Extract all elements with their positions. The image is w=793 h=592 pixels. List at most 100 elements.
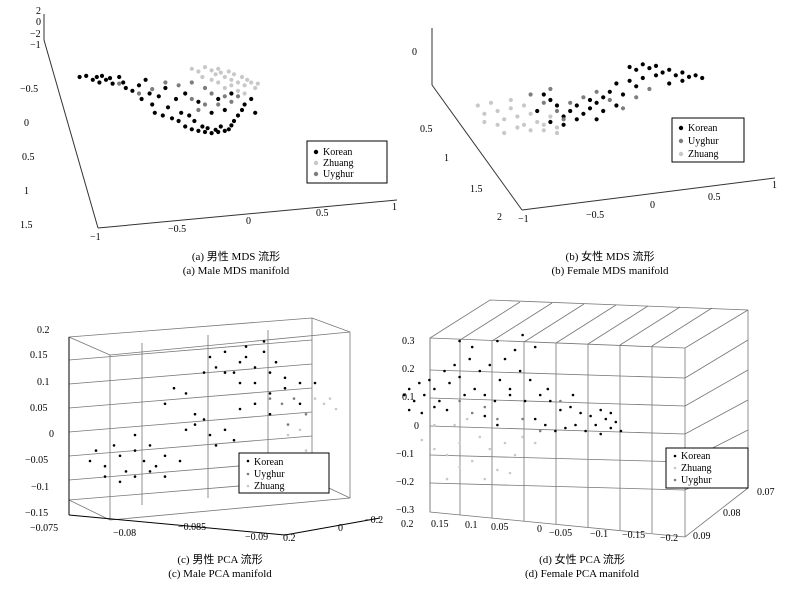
tick-label: 0.07 — [757, 487, 775, 498]
scatter-point-korean — [84, 73, 89, 78]
scatter-point-korean — [508, 393, 512, 397]
scatter-point-korean — [216, 129, 221, 135]
caption-cn: (b) 女性 MDS 流形 — [565, 251, 655, 263]
scatter-point-korean — [148, 470, 152, 473]
scatter-point-uyghur — [620, 106, 626, 111]
scatter-point-korean — [548, 119, 553, 125]
legend-label: Uyghur — [681, 475, 712, 486]
tick-label: 1 — [392, 202, 397, 213]
scatter-point-uyghur — [496, 417, 499, 421]
scatter-point-korean — [443, 369, 446, 373]
scatter-point-korean — [202, 418, 206, 421]
scatter-point-korean — [614, 81, 619, 86]
caption-a: (a) 男性 MDS 流形 (a) Male MDS manifold — [86, 250, 386, 278]
scatter-point-korean — [528, 378, 532, 382]
scatter-point-korean — [231, 118, 237, 124]
scatter-point-korean — [609, 411, 613, 415]
scatter-point-korean — [412, 399, 416, 403]
scatter-point-korean — [533, 417, 537, 421]
legend-marker-korean — [673, 454, 677, 458]
scatter-point-korean — [202, 371, 206, 374]
scatter-point-korean — [423, 393, 426, 397]
caption-en: (c) Male PCA manifold — [168, 568, 272, 580]
scatter-point-uyghur — [150, 87, 155, 92]
scatter-point-korean — [183, 91, 188, 96]
scatter-point-zhuang — [453, 423, 456, 427]
tick-label: 1 — [772, 180, 777, 191]
scatter-point-korean — [238, 360, 242, 364]
scatter-point-korean — [647, 66, 652, 71]
scatter-point-zhuang — [554, 125, 560, 130]
scatter-point-korean — [420, 411, 424, 415]
scatter-point-korean — [569, 405, 572, 409]
scatter-point-korean — [478, 369, 482, 373]
scatter-point-zhuang — [433, 447, 436, 451]
legend-marker-zhuang — [313, 160, 319, 166]
tick-label: −0.085 — [178, 522, 206, 533]
scatter-point-korean — [574, 423, 577, 427]
tick-label: −0.3 — [396, 505, 414, 516]
tick-label: −0.2 — [396, 477, 414, 488]
scatter-point-korean — [147, 91, 152, 96]
scatter-point-zhuang — [541, 128, 546, 133]
legend-marker-uyghur — [678, 138, 684, 144]
tick-label: 0 — [24, 118, 29, 129]
scatter-point-korean — [112, 444, 116, 447]
scatter-point-korean — [192, 118, 197, 124]
scatter-point-korean — [94, 74, 99, 80]
scatter-point-korean — [156, 94, 161, 99]
scatter-point-korean — [298, 402, 302, 406]
scatter-point-korean — [262, 340, 266, 343]
scatter-point-korean — [544, 423, 547, 427]
scatter-point-korean — [640, 62, 645, 67]
legend-marker-korean — [313, 149, 319, 155]
scatter-point-korean — [680, 78, 685, 83]
scatter-point-korean — [581, 111, 586, 116]
scatter-point-korean — [508, 387, 512, 391]
scatter-point-korean — [589, 414, 592, 418]
scatter-point-korean — [118, 454, 122, 458]
tick-label: 0 — [537, 524, 542, 535]
caption-b: (b) 女性 MDS 流形 (b) Female MDS manifold — [460, 250, 760, 278]
legend-label: Uyghur — [323, 169, 354, 180]
scatter-point-korean — [546, 387, 550, 391]
scatter-point-korean — [183, 124, 188, 129]
scatter-point-korean — [468, 357, 472, 361]
scatter-point-zhuang — [218, 70, 223, 75]
legend-label: Korean — [688, 123, 717, 134]
scatter-point-korean — [136, 83, 142, 88]
scatter-point-korean — [103, 464, 107, 468]
scatter-point-korean — [634, 67, 639, 72]
scatter-point-uyghur — [559, 399, 562, 403]
scatter-point-korean — [548, 97, 553, 103]
scatter-point-korean — [445, 408, 449, 412]
scatter-point-uyghur — [202, 85, 208, 91]
scatter-point-korean — [594, 117, 599, 122]
legend-label: Korean — [681, 451, 710, 462]
scatter-point-uyghur — [189, 96, 194, 102]
scatter-point-zhuang — [328, 397, 332, 400]
scatter-point-uyghur — [222, 94, 227, 99]
scatter-point-korean — [208, 433, 212, 437]
tick-label: −0.5 — [586, 210, 604, 221]
scatter-point-zhuang — [535, 119, 540, 125]
scatter-point-korean — [163, 85, 168, 91]
scatter-point-korean — [179, 110, 184, 115]
scatter-point-uyghur — [202, 102, 208, 107]
scatter-point-korean — [244, 355, 248, 359]
scatter-point-korean — [200, 124, 205, 129]
scatter-point-korean — [110, 81, 115, 86]
scatter-point-zhuang — [528, 128, 533, 133]
scatter-point-uyghur — [521, 417, 524, 421]
scatter-point-korean — [253, 381, 257, 385]
legend-label: Uyghur — [688, 136, 719, 147]
scatter-point-korean — [123, 85, 128, 91]
scatter-point-korean — [77, 74, 82, 80]
scatter-point-korean — [163, 475, 167, 478]
panel-d-ticks: 0.3 0.2 0.1 0 −0.1 −0.2 −0.3 0.2 0.15 0.… — [396, 336, 775, 544]
tick-label: −0.05 — [25, 455, 48, 466]
tick-label: −0.1 — [396, 449, 414, 460]
scatter-point-uyghur — [196, 107, 201, 113]
scatter-point-korean — [554, 429, 557, 433]
tick-label: 0 — [650, 200, 655, 211]
